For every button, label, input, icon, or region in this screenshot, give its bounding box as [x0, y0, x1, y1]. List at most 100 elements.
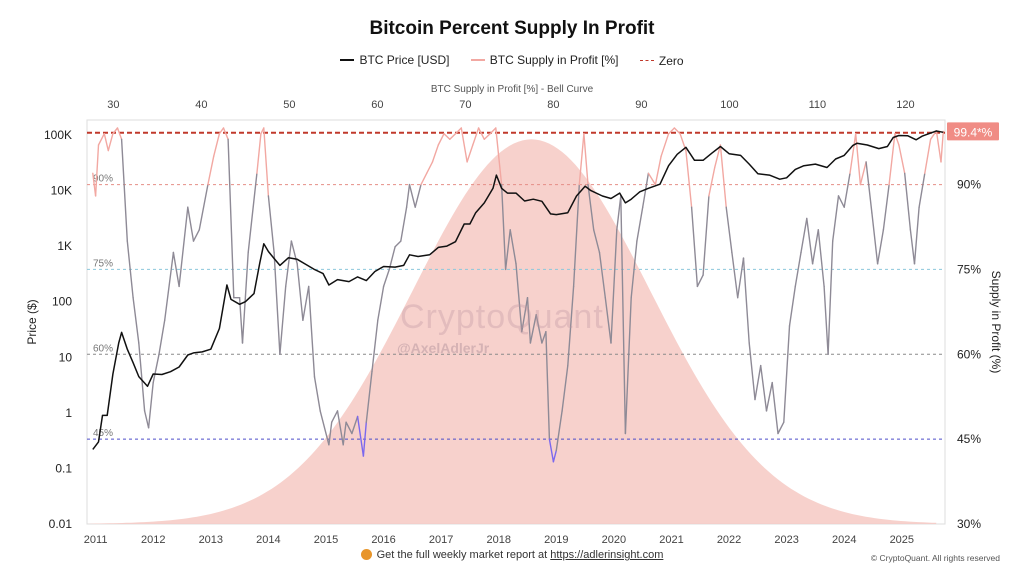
x-tick-label: 2025	[890, 534, 914, 546]
supply-segment	[351, 415, 359, 435]
supply-segment	[285, 240, 293, 288]
supply-segment	[207, 155, 215, 186]
supply-segment	[414, 183, 422, 208]
supply-segment	[685, 149, 693, 208]
supply-segment	[382, 268, 390, 288]
right-tick-label: 30%	[957, 517, 981, 531]
x-tick-label: 2015	[314, 534, 338, 546]
supply-segment	[328, 421, 333, 446]
footer-report-link[interactable]: https://adlerinsight.com	[550, 549, 664, 561]
supply-segment	[604, 297, 612, 344]
supply-segment	[616, 195, 622, 231]
legend-label-supply: BTC Supply in Profit [%]	[489, 53, 619, 67]
supply-segment	[888, 132, 896, 186]
supply-segment	[365, 370, 373, 423]
supply-segment	[238, 297, 244, 344]
supply-segment	[504, 229, 511, 271]
supply-segment	[811, 229, 819, 265]
supply-segment	[788, 285, 796, 327]
supply-segment	[495, 127, 503, 186]
current-value-badge	[947, 122, 999, 141]
supply-segment	[545, 331, 551, 440]
supply-segment	[837, 195, 845, 208]
supply-segment	[832, 195, 840, 242]
supply-segment	[849, 132, 857, 175]
supply-segment	[552, 449, 557, 463]
supply-segment	[572, 183, 580, 288]
supply-segment	[405, 183, 411, 208]
supply-segment	[483, 132, 491, 141]
footer-report-text: Get the full weekly market report at	[376, 549, 548, 561]
supply-segment	[667, 127, 676, 135]
watermark-brand: CryptoQuant	[400, 298, 604, 336]
left-tick-label: 10K	[51, 184, 72, 198]
supply-segment	[132, 297, 140, 344]
supply-segment	[509, 229, 517, 265]
supply-segment	[342, 421, 347, 446]
supply-segment	[610, 229, 618, 344]
supply-segment	[263, 127, 270, 197]
supply-segment	[466, 144, 474, 163]
legend-item-supply[interactable]: BTC Supply in Profit [%]	[470, 53, 619, 67]
left-tick-label: 10	[59, 350, 73, 364]
top-tick-label: 90	[635, 99, 647, 111]
supply-segment	[241, 251, 249, 344]
supply-segment	[673, 127, 681, 135]
x-tick-label: 2019	[544, 534, 568, 546]
supply-segment	[690, 206, 699, 288]
right-axis-label: Supply in Profit (%)	[989, 271, 1003, 374]
right-tick-label: 90%	[957, 178, 981, 192]
report-dot-icon	[360, 549, 372, 560]
top-tick-label: 40	[195, 99, 207, 111]
supply-segment	[227, 138, 235, 299]
supply-segment	[871, 212, 879, 265]
supply-segment	[158, 319, 166, 355]
current-value-label: 99.4*%	[954, 125, 993, 139]
supply-segment	[583, 132, 589, 186]
supply-segment	[112, 127, 119, 135]
x-tick-label: 2020	[602, 534, 626, 546]
supply-segment	[719, 144, 727, 208]
supply-segment	[587, 183, 595, 231]
supply-segment	[163, 251, 175, 321]
supply-segment	[630, 240, 638, 299]
supply-segment	[515, 263, 523, 333]
legend-item-zero[interactable]: Zero	[639, 54, 684, 68]
supply-segment	[152, 353, 160, 384]
supply-segment	[420, 172, 428, 186]
supply-segment	[218, 127, 225, 135]
reference-label-45: 45%	[93, 428, 113, 439]
bell-curve-area	[87, 139, 937, 525]
supply-segment	[222, 127, 229, 141]
supply-segment	[198, 183, 209, 231]
right-tick-label: 45%	[957, 432, 981, 446]
legend: BTC Price [USD] BTC Supply in Profit [%]…	[0, 50, 1024, 68]
legend-item-price[interactable]: BTC Price [USD]	[340, 53, 449, 67]
x-tick-label: 2012	[141, 534, 165, 546]
supply-segment	[624, 297, 632, 435]
supply-segment	[794, 251, 802, 288]
supply-segment	[894, 132, 900, 146]
supply-segment	[882, 183, 890, 231]
supply-segment	[823, 285, 829, 355]
supply-segment	[408, 183, 416, 208]
footer-report: Get the full weekly market report at htt…	[0, 549, 1024, 561]
supply-segment	[313, 376, 321, 412]
supply-segment	[636, 206, 644, 242]
watermark-handle: @AxelAdlerJr	[397, 340, 490, 356]
supply-segment	[256, 132, 262, 175]
supply-segment	[302, 285, 310, 321]
supply-segment	[598, 251, 606, 299]
supply-segment	[742, 257, 750, 344]
legend-swatch-price	[340, 59, 355, 61]
top-axis-label: BTC Supply in Profit [%] - Bell Curve	[431, 84, 594, 95]
supply-segment	[319, 410, 330, 446]
supply-segment	[336, 410, 344, 446]
supply-segment	[929, 130, 938, 141]
supply-segment	[620, 195, 627, 435]
x-tick-label: 2021	[659, 534, 683, 546]
supply-segment	[521, 297, 529, 333]
supply-segment	[541, 331, 547, 344]
right-tick-label: 60%	[957, 347, 981, 361]
x-tick-label: 2024	[832, 534, 856, 546]
